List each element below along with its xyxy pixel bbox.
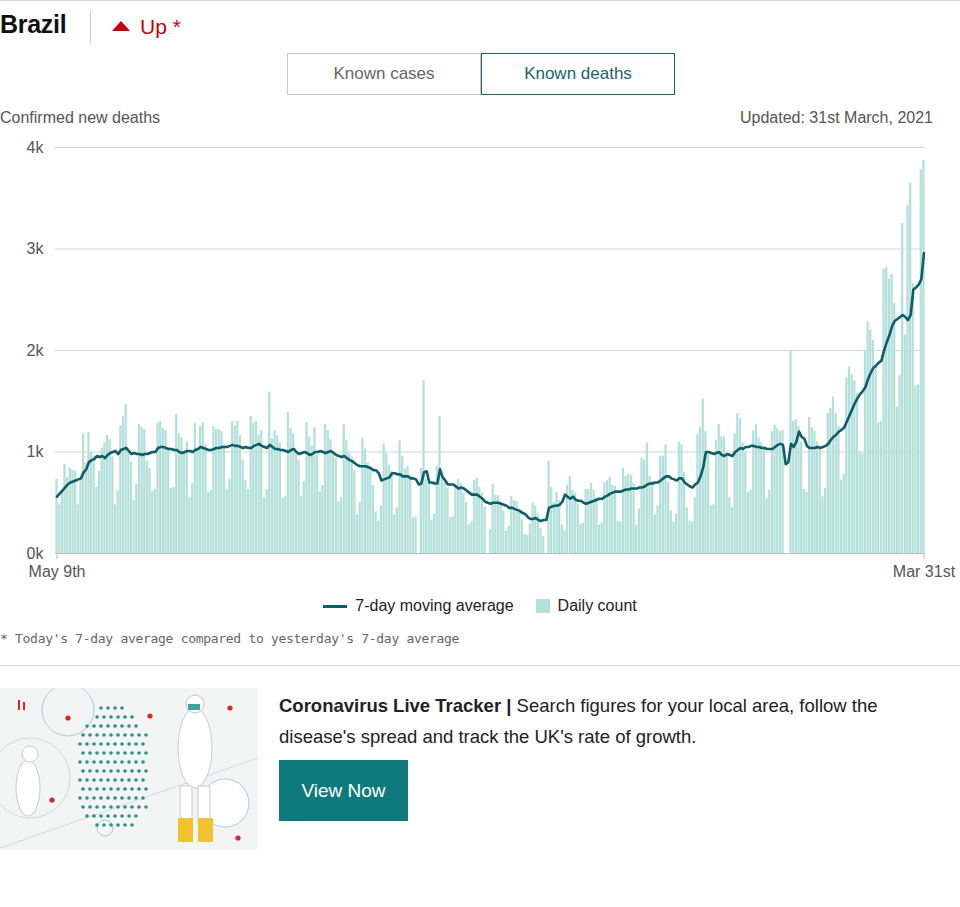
html-text:Up *: Up * — [140, 15, 181, 38]
svg-text:0k: 0k — [27, 545, 45, 562]
html-text:* Today's 7-day average compar: * Today's 7-day average compared to yest… — [0, 631, 460, 646]
html-text:7-day moving average: 7-day moving average — [355, 597, 514, 614]
svg-text:3k: 3k — [27, 240, 45, 257]
html-text:Brazil: Brazil — [0, 10, 67, 38]
svg-text:4k: 4k — [27, 139, 45, 156]
svg-text:2k: 2k — [27, 342, 45, 359]
html-text:Daily count: Daily count — [557, 597, 637, 614]
html-text:Coronavirus Live Tracker | Sea: Coronavirus Live Tracker | Search figure… — [279, 695, 878, 747]
svg-text:1k: 1k — [27, 443, 45, 460]
html-text:Known deaths: Known deaths — [524, 64, 632, 83]
html-text:View Now: View Now — [301, 780, 386, 801]
svg-text:May 9th: May 9th — [29, 563, 86, 580]
html-text:Updated: 31st March, 2021: Updated: 31st March, 2021 — [740, 109, 933, 126]
html-text:Confirmed new deaths: Confirmed new deaths — [0, 109, 161, 126]
svg-text:Mar 31st: Mar 31st — [893, 563, 956, 580]
html-text:Known cases: Known cases — [333, 64, 435, 83]
